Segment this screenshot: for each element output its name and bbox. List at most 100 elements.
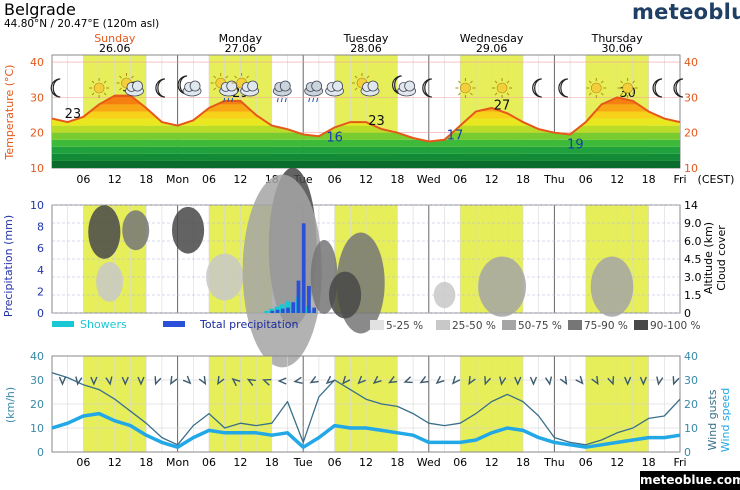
wind-x-tick-label: 12 [610, 456, 624, 469]
wind-x-tick-label: 12 [359, 456, 373, 469]
showers-bar [264, 310, 269, 313]
rain-cloud-icon [272, 80, 292, 103]
wind-direction-arrow [246, 378, 256, 387]
cloud-cover-patch [590, 256, 634, 317]
cloud-shape [279, 80, 291, 92]
sun-ray [620, 80, 624, 84]
temperature-tick-label-left: 20 [30, 127, 44, 140]
wind-tick-label-right: 0 [684, 446, 691, 459]
wind-direction-arrow [419, 375, 429, 384]
wind-direction-arrow [484, 376, 492, 386]
wind-x-tick-label: 12 [485, 456, 499, 469]
sun-ray [494, 80, 498, 84]
altitude-tick-label: 9.0 [684, 217, 702, 230]
timezone-label: (CEST) [698, 173, 735, 186]
sun-ray [506, 92, 510, 96]
moon-crescent [673, 78, 684, 98]
day-header-name: Thursday [591, 32, 644, 45]
cloud-shape [332, 80, 344, 92]
temperature-x-tick-label: 06 [328, 173, 342, 186]
wind-arrow-chevron [451, 375, 461, 385]
temperature-x-tick-label: 06 [76, 173, 90, 186]
wind-direction-arrow [169, 375, 178, 386]
cloud-icon [325, 80, 345, 97]
total-precip-bar [280, 308, 285, 313]
wind-tick-label-left: 10 [30, 422, 44, 435]
total-precip-bar [312, 307, 317, 313]
wind-direction-arrow [293, 376, 303, 384]
day-header-date: 28.06 [350, 42, 382, 55]
total-precip-bar [270, 310, 275, 313]
wind-arrow-chevron [544, 376, 553, 386]
cloud-legend-swatch [436, 320, 450, 330]
sun-cloud-icon [116, 73, 144, 97]
wind-direction-arrow [198, 375, 207, 386]
day-header-date: 30.06 [601, 42, 633, 55]
temperature-tick-label-left: 40 [30, 56, 44, 69]
wind-direction-arrow [607, 376, 615, 386]
sun-ray [119, 75, 122, 79]
showers-bar [285, 301, 290, 313]
wind-arrow-chevron [357, 375, 366, 385]
sun-ray [225, 75, 229, 79]
temperature-value-label: 27 [494, 98, 511, 113]
wind-direction-arrow [544, 376, 553, 386]
wind-direction-arrow [182, 375, 192, 385]
footer-brand-link[interactable]: meteoblue.com [640, 471, 740, 490]
temperature-tick-label-right: 40 [684, 56, 698, 69]
total-precip-legend-swatch [163, 321, 185, 327]
temperature-color-band [52, 160, 680, 168]
altitude-tick-label: 6.0 [684, 235, 702, 248]
wind-arrow-chevron [624, 376, 632, 386]
rain-drop [280, 97, 283, 103]
wind-x-tick-label: 06 [328, 456, 342, 469]
wind-x-tick-label: Tue [293, 456, 313, 469]
wind-speed-axis-title: Wind speed [719, 388, 732, 452]
sun-icon [586, 78, 607, 98]
wind-x-tick-label: 18 [642, 456, 656, 469]
precip-tick-label: 10 [30, 199, 44, 212]
wind-direction-arrow [559, 375, 568, 386]
cloud-legend-swatch [568, 320, 582, 330]
sun-ray [119, 87, 122, 91]
wind-arrow-chevron [639, 376, 648, 386]
moon-icon [532, 78, 542, 98]
wind-direction-arrow [217, 375, 225, 386]
cloud-cover-patch [328, 271, 362, 319]
temperature-axis-title: Temperature (°C) [3, 65, 16, 161]
sun-ray [91, 80, 95, 84]
moon-icon [422, 78, 432, 98]
sun-ray [600, 80, 604, 84]
temperature-value-label: 19 [567, 137, 584, 152]
wind-direction-arrow [90, 376, 98, 386]
wind-direction-arrow [121, 376, 129, 386]
wind-arrow-chevron [154, 376, 162, 386]
brand-logo[interactable]: meteoblue [632, 0, 740, 24]
cloud-legend-label: 90-100 % [650, 320, 701, 332]
moon-icon [652, 78, 663, 98]
wind-arrow-chevron [309, 375, 319, 384]
temperature-x-tick-label: 06 [202, 173, 216, 186]
wind-direction-arrow [624, 376, 632, 386]
temperature-color-band [52, 139, 680, 147]
wind-direction-arrow [325, 375, 335, 385]
wind-x-tick-label: 06 [202, 456, 216, 469]
cloud-shape [367, 80, 379, 92]
rain-drop [316, 97, 319, 103]
sun-ray [131, 75, 134, 79]
wind-x-tick-label: 06 [579, 456, 593, 469]
wind-axis-title: (km/h) [4, 387, 17, 423]
wind-direction-arrow [105, 376, 113, 386]
wind-x-tick-label: Mon [166, 456, 189, 469]
total-precip-bar [275, 309, 280, 313]
temperature-x-tick-label: 12 [359, 173, 373, 186]
wind-arrow-chevron [246, 378, 256, 387]
cloud-cover-patch [122, 210, 150, 251]
temperature-x-tick-label: 12 [108, 173, 122, 186]
cloud-cover-patch [171, 206, 205, 254]
cloud-shape [189, 80, 201, 92]
sun-ray [494, 92, 498, 96]
day-header-name: Monday [219, 32, 263, 45]
